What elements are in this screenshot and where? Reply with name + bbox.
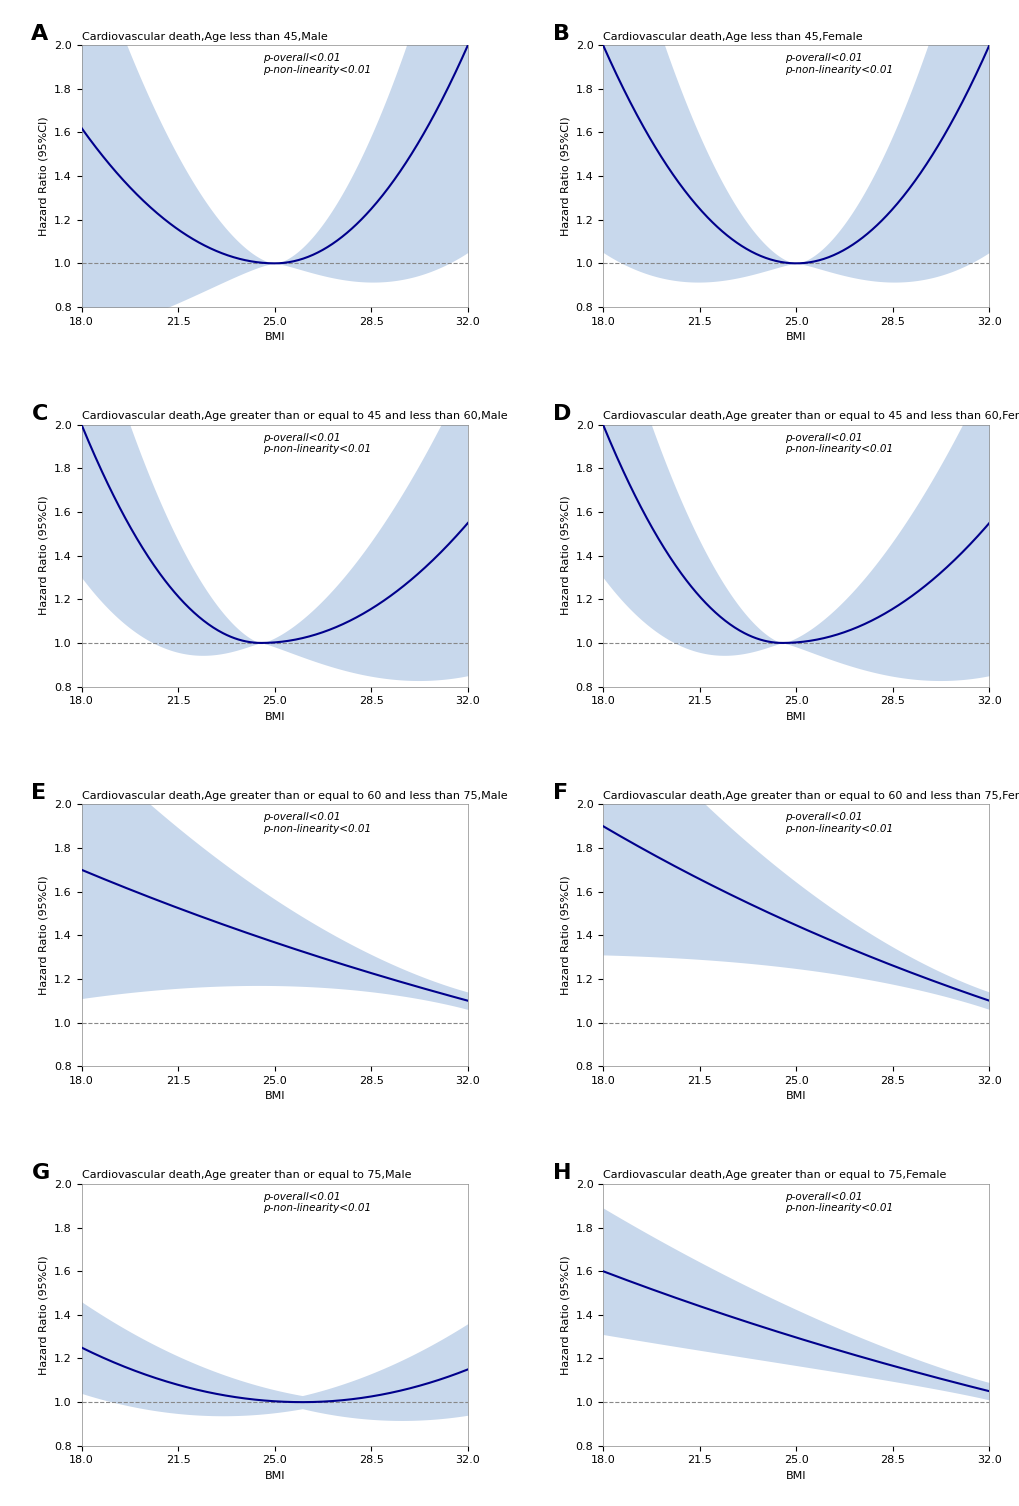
Text: p-overall<0.01
p-non-linearity<0.01: p-overall<0.01 p-non-linearity<0.01 (263, 1191, 371, 1214)
Text: E: E (32, 783, 47, 803)
Y-axis label: Hazard Ratio (95%CI): Hazard Ratio (95%CI) (559, 495, 570, 616)
Y-axis label: Hazard Ratio (95%CI): Hazard Ratio (95%CI) (39, 875, 49, 995)
Y-axis label: Hazard Ratio (95%CI): Hazard Ratio (95%CI) (559, 116, 570, 236)
Text: C: C (32, 404, 48, 423)
Text: B: B (552, 24, 570, 44)
X-axis label: BMI: BMI (786, 1471, 806, 1480)
Text: p-overall<0.01
p-non-linearity<0.01: p-overall<0.01 p-non-linearity<0.01 (263, 53, 371, 75)
Text: G: G (32, 1163, 50, 1184)
X-axis label: BMI: BMI (264, 333, 284, 342)
Text: D: D (552, 404, 571, 423)
X-axis label: BMI: BMI (786, 333, 806, 342)
X-axis label: BMI: BMI (264, 1092, 284, 1101)
Text: H: H (552, 1163, 571, 1184)
Text: Cardiovascular death,Age greater than or equal to 45 and less than 60,Female: Cardiovascular death,Age greater than or… (602, 411, 1019, 422)
Text: Cardiovascular death,Age greater than or equal to 75,Male: Cardiovascular death,Age greater than or… (82, 1170, 411, 1181)
Y-axis label: Hazard Ratio (95%CI): Hazard Ratio (95%CI) (559, 1254, 570, 1375)
Text: p-overall<0.01
p-non-linearity<0.01: p-overall<0.01 p-non-linearity<0.01 (784, 812, 892, 834)
Y-axis label: Hazard Ratio (95%CI): Hazard Ratio (95%CI) (39, 116, 49, 236)
Text: p-overall<0.01
p-non-linearity<0.01: p-overall<0.01 p-non-linearity<0.01 (784, 1191, 892, 1214)
Text: Cardiovascular death,Age less than 45,Female: Cardiovascular death,Age less than 45,Fe… (602, 32, 862, 42)
X-axis label: BMI: BMI (786, 712, 806, 721)
Text: p-overall<0.01
p-non-linearity<0.01: p-overall<0.01 p-non-linearity<0.01 (784, 432, 892, 455)
X-axis label: BMI: BMI (264, 712, 284, 721)
Y-axis label: Hazard Ratio (95%CI): Hazard Ratio (95%CI) (559, 875, 570, 995)
Y-axis label: Hazard Ratio (95%CI): Hazard Ratio (95%CI) (39, 495, 49, 616)
Text: A: A (32, 24, 49, 44)
Text: Cardiovascular death,Age greater than or equal to 45 and less than 60,Male: Cardiovascular death,Age greater than or… (82, 411, 506, 422)
Text: F: F (552, 783, 568, 803)
X-axis label: BMI: BMI (264, 1471, 284, 1480)
Y-axis label: Hazard Ratio (95%CI): Hazard Ratio (95%CI) (39, 1254, 49, 1375)
Text: p-overall<0.01
p-non-linearity<0.01: p-overall<0.01 p-non-linearity<0.01 (263, 432, 371, 455)
Text: p-overall<0.01
p-non-linearity<0.01: p-overall<0.01 p-non-linearity<0.01 (263, 812, 371, 834)
Text: p-overall<0.01
p-non-linearity<0.01: p-overall<0.01 p-non-linearity<0.01 (784, 53, 892, 75)
Text: Cardiovascular death,Age greater than or equal to 75,Female: Cardiovascular death,Age greater than or… (602, 1170, 946, 1181)
Text: Cardiovascular death,Age greater than or equal to 60 and less than 75,Female: Cardiovascular death,Age greater than or… (602, 791, 1019, 801)
Text: Cardiovascular death,Age less than 45,Male: Cardiovascular death,Age less than 45,Ma… (82, 32, 327, 42)
X-axis label: BMI: BMI (786, 1092, 806, 1101)
Text: Cardiovascular death,Age greater than or equal to 60 and less than 75,Male: Cardiovascular death,Age greater than or… (82, 791, 506, 801)
